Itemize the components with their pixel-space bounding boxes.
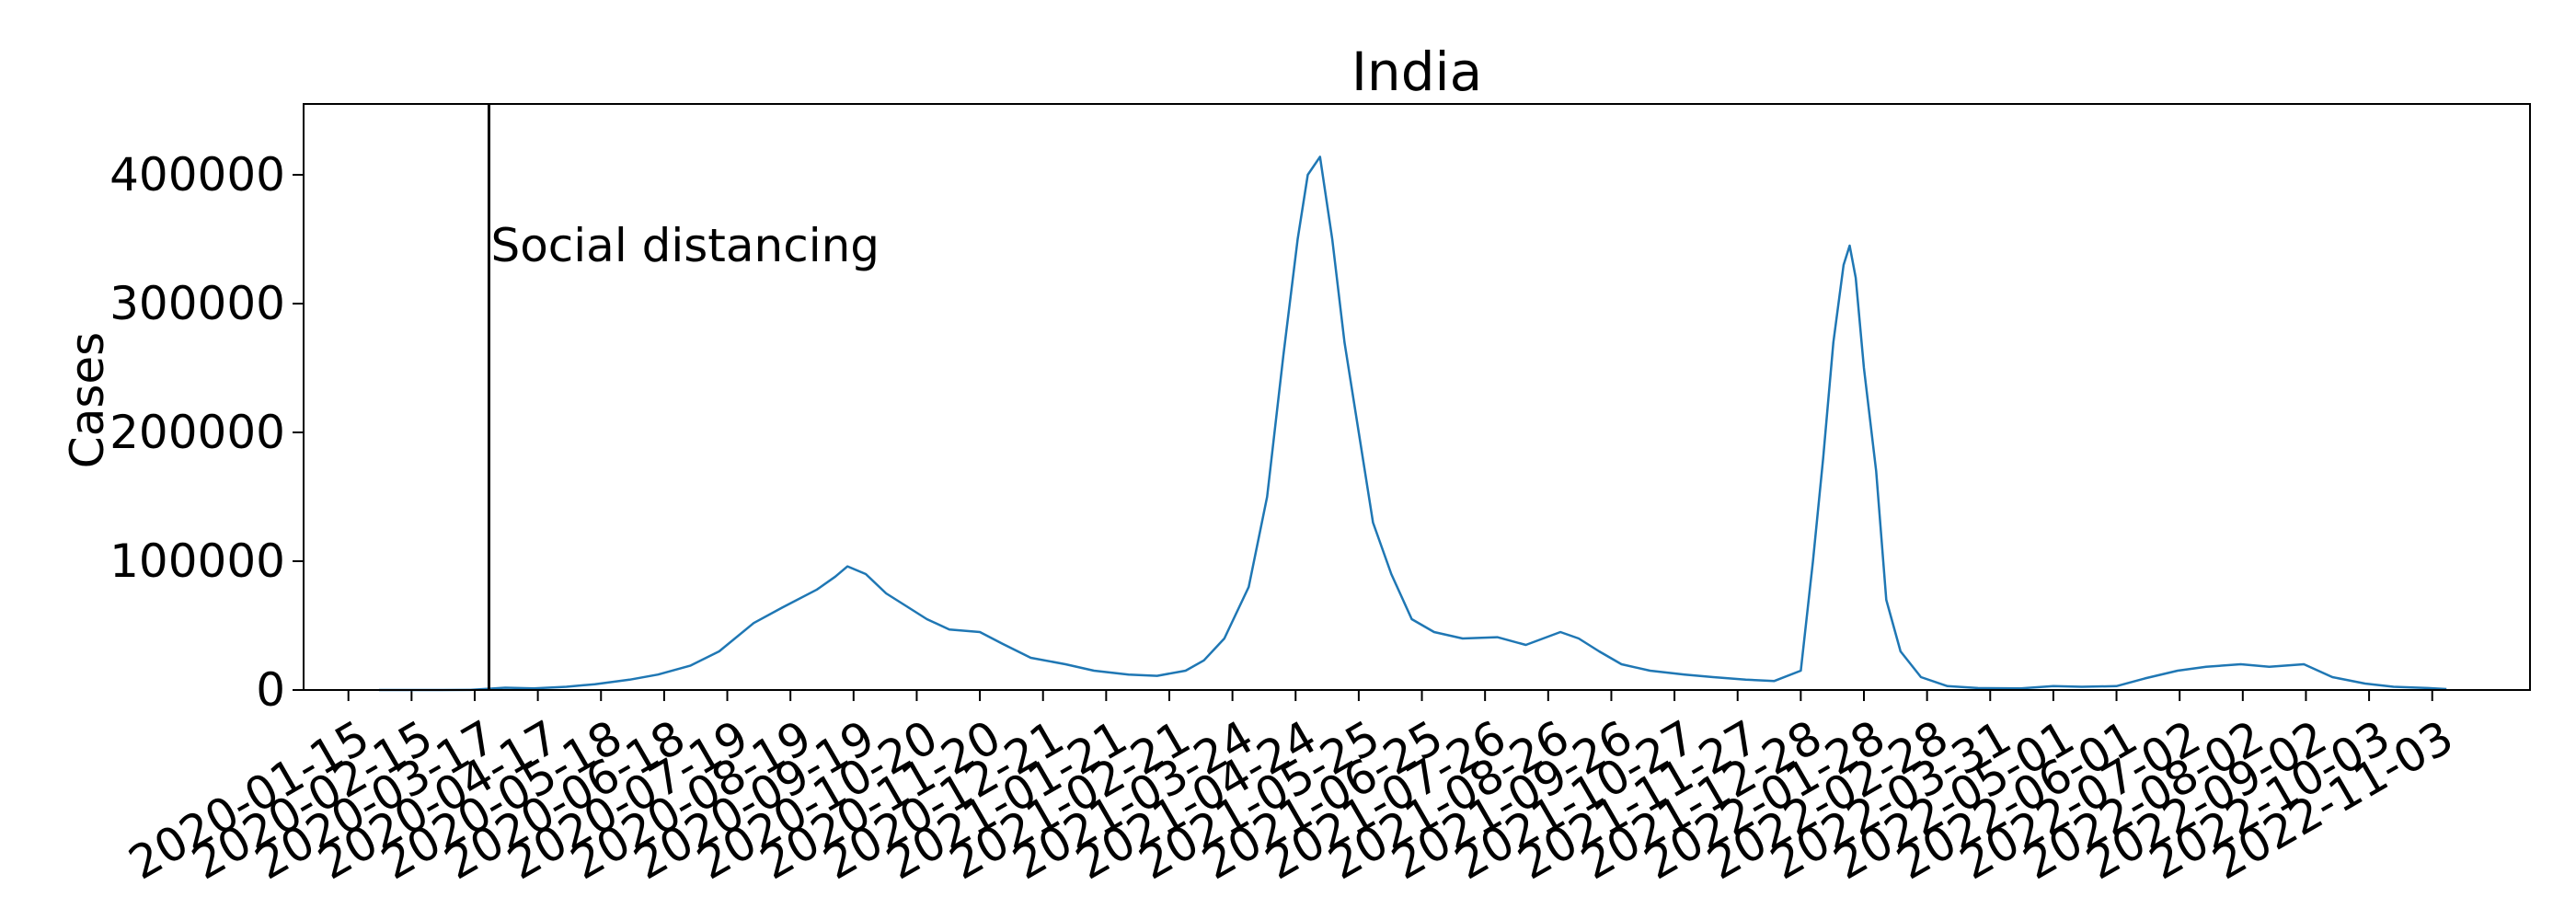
y-tick-label: 300000: [109, 277, 285, 330]
y-axis: 0 100000 200000 300000 400000: [109, 148, 304, 717]
annotation-label: Social distancing: [490, 219, 880, 272]
annotations: Social distancing: [487, 104, 880, 690]
x-axis: 2020-01-152020-02-152020-03-172020-04-17…: [120, 690, 2462, 891]
chart-title: India: [1351, 40, 1482, 103]
y-tick-label: 200000: [109, 406, 285, 459]
series-line: [378, 155, 2447, 692]
y-tick-label: 0: [256, 663, 285, 717]
y-axis-label: Cases: [61, 332, 114, 468]
y-tick-label: 100000: [109, 535, 285, 588]
plot-frame: [303, 103, 2531, 691]
y-tick-label: 400000: [109, 148, 285, 201]
